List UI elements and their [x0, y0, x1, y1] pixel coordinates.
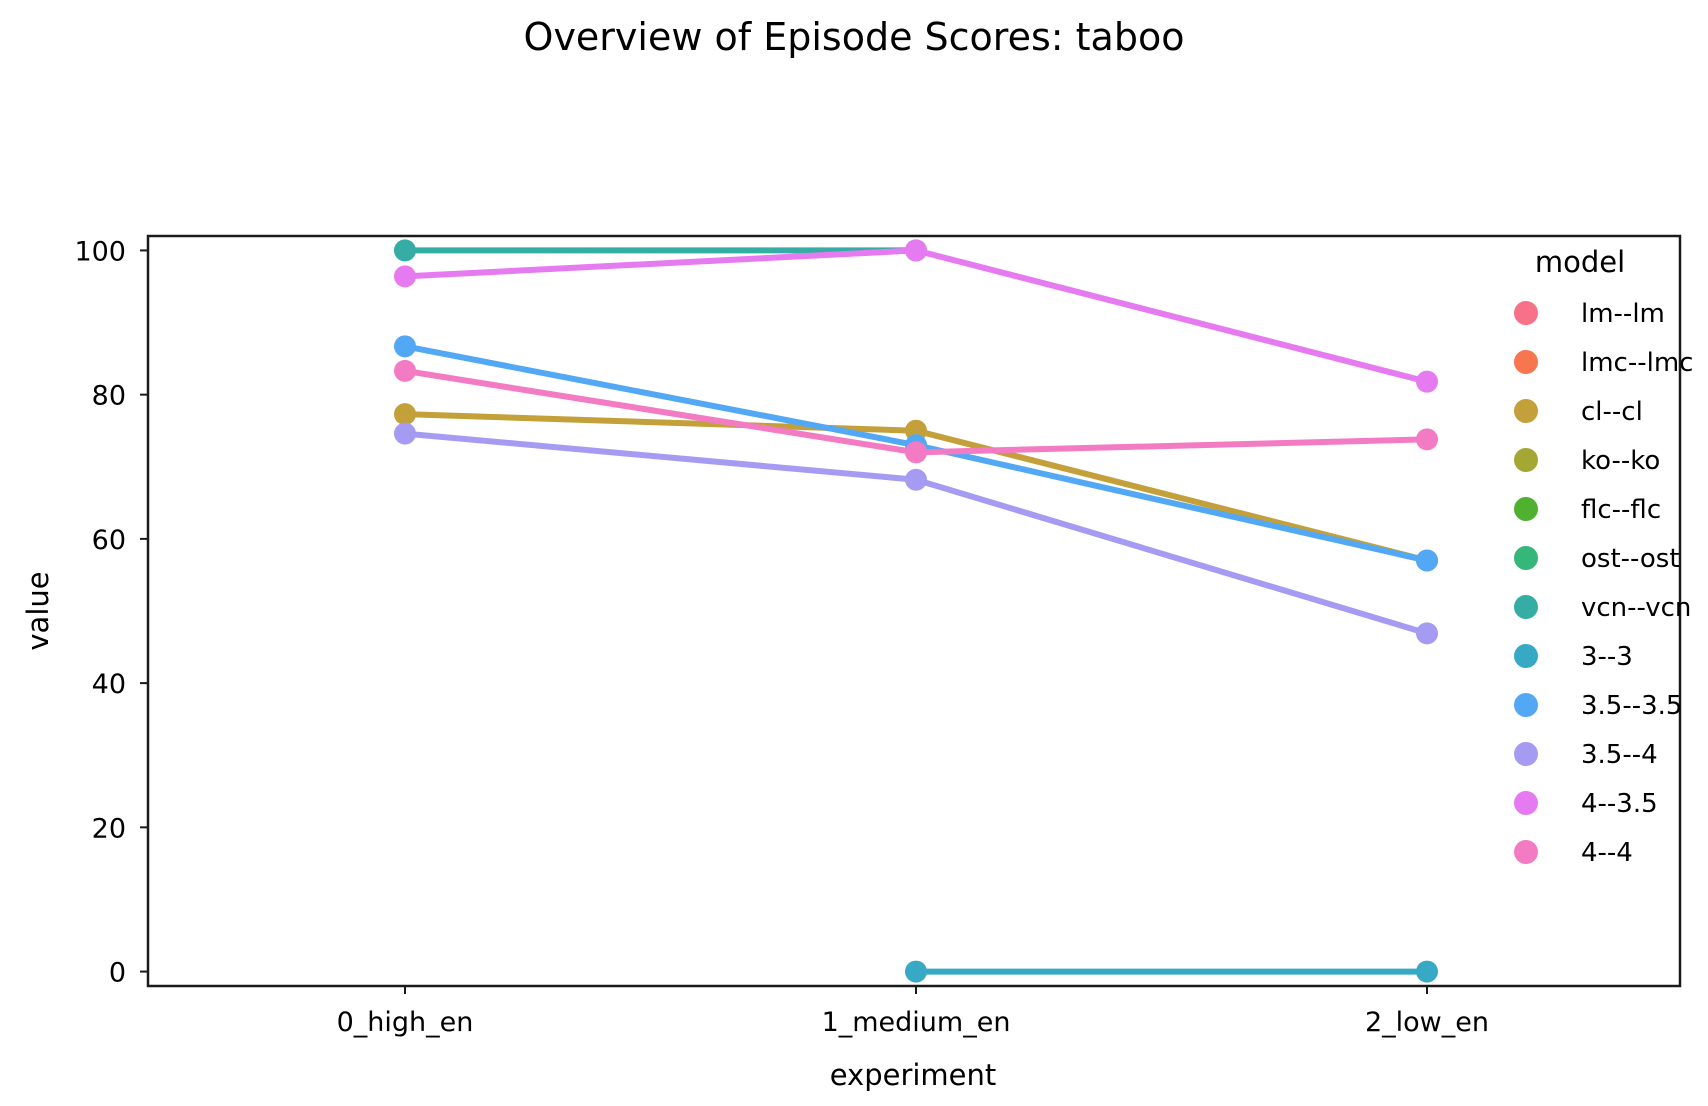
series-3.5--4: [394, 422, 1438, 645]
legend-marker: [1514, 595, 1538, 619]
legend-label: ost--ost: [1581, 544, 1680, 574]
x-axis-ticks: 0_high_en 1_medium_en 2_low_en: [337, 986, 1489, 1038]
y-tick-label: 60: [92, 525, 126, 556]
legend-item: flc--flc: [1514, 495, 1661, 525]
series-layer: [394, 239, 1438, 983]
legend-item: 3.5--4: [1514, 740, 1658, 770]
legend-marker: [1514, 644, 1538, 668]
series-vcn--vcn: [394, 239, 927, 262]
data-point: [394, 239, 416, 262]
legend-label: lmc--lmc: [1581, 348, 1693, 378]
series-line-segment: [402, 430, 919, 483]
series-line-segment: [402, 367, 919, 456]
legend-label: 3.5--3.5: [1581, 691, 1682, 721]
series-line-segment: [913, 436, 1430, 456]
data-point: [905, 441, 927, 464]
legend-marker: [1514, 301, 1538, 325]
legend-marker: [1514, 350, 1538, 374]
data-point: [394, 422, 416, 445]
y-tick-label: 0: [109, 958, 126, 989]
series-line-segment: [913, 442, 1430, 564]
legend-item: ost--ost: [1514, 544, 1680, 574]
legend-label: lm--lm: [1581, 299, 1665, 329]
y-tick-label: 100: [74, 236, 126, 267]
series-line-segment: [913, 247, 1430, 385]
legend-marker: [1514, 693, 1538, 717]
y-tick-label: 20: [92, 813, 126, 844]
y-tick-label: 80: [92, 381, 126, 412]
legend: model lm--lm lmc--lmc cl--cl ko--ko flc--flc…: [1514, 245, 1693, 868]
legend-label: 3--3: [1581, 642, 1633, 672]
legend-marker: [1514, 742, 1538, 766]
legend-item: 4--3.5: [1514, 789, 1658, 819]
series-line-segment: [402, 247, 919, 280]
legend-item: ko--ko: [1514, 446, 1660, 476]
legend-marker: [1514, 840, 1538, 864]
data-point: [905, 239, 927, 262]
series-4--4: [394, 359, 1438, 464]
legend-label: vcn--vcn: [1581, 593, 1691, 623]
legend-item: 3.5--3.5: [1514, 691, 1682, 721]
legend-marker: [1514, 399, 1538, 423]
data-point: [1416, 622, 1438, 645]
series-4--3.5: [394, 239, 1438, 393]
y-axis-label: value: [21, 571, 55, 650]
legend-item: cl--cl: [1514, 397, 1643, 427]
legend-marker: [1514, 546, 1538, 570]
data-point: [394, 403, 416, 426]
legend-item: lm--lm: [1514, 299, 1665, 329]
data-point: [1416, 960, 1438, 983]
plot-area-frame: [146, 234, 1682, 988]
legend-item: lmc--lmc: [1514, 348, 1693, 378]
legend-item: 4--4: [1514, 838, 1633, 868]
x-axis-label: experiment: [830, 1058, 997, 1092]
legend-label: cl--cl: [1581, 397, 1643, 427]
x-tick-label: 1_medium_en: [822, 1007, 1011, 1038]
data-point: [394, 265, 416, 288]
legend-label: 3.5--4: [1581, 740, 1658, 770]
data-point: [1416, 370, 1438, 393]
chart-title: Overview of Episode Scores: taboo: [524, 15, 1185, 59]
legend-item: 3--3: [1514, 642, 1633, 672]
legend-marker: [1514, 448, 1538, 472]
legend-label: 4--4: [1581, 838, 1633, 868]
series-line-segment: [913, 476, 1430, 637]
legend-label: 4--3.5: [1581, 789, 1658, 819]
legend-label: flc--flc: [1581, 495, 1661, 525]
legend-item: vcn--vcn: [1514, 593, 1691, 623]
data-point: [1416, 428, 1438, 451]
data-point: [394, 359, 416, 382]
data-point: [394, 335, 416, 358]
y-axis-ticks: 0 20 40 60 80 100: [74, 236, 148, 989]
legend-label: ko--ko: [1581, 446, 1660, 476]
x-tick-label: 2_low_en: [1365, 1007, 1489, 1038]
legend-marker: [1514, 791, 1538, 815]
series-3--3: [905, 960, 1438, 983]
data-point: [905, 960, 927, 983]
data-point: [905, 468, 927, 491]
x-tick-label: 0_high_en: [337, 1007, 474, 1038]
y-tick-label: 40: [92, 669, 126, 700]
series-line-segment: [402, 343, 919, 449]
legend-marker: [1514, 497, 1538, 521]
data-point: [1416, 549, 1438, 572]
legend-title: model: [1535, 245, 1625, 279]
